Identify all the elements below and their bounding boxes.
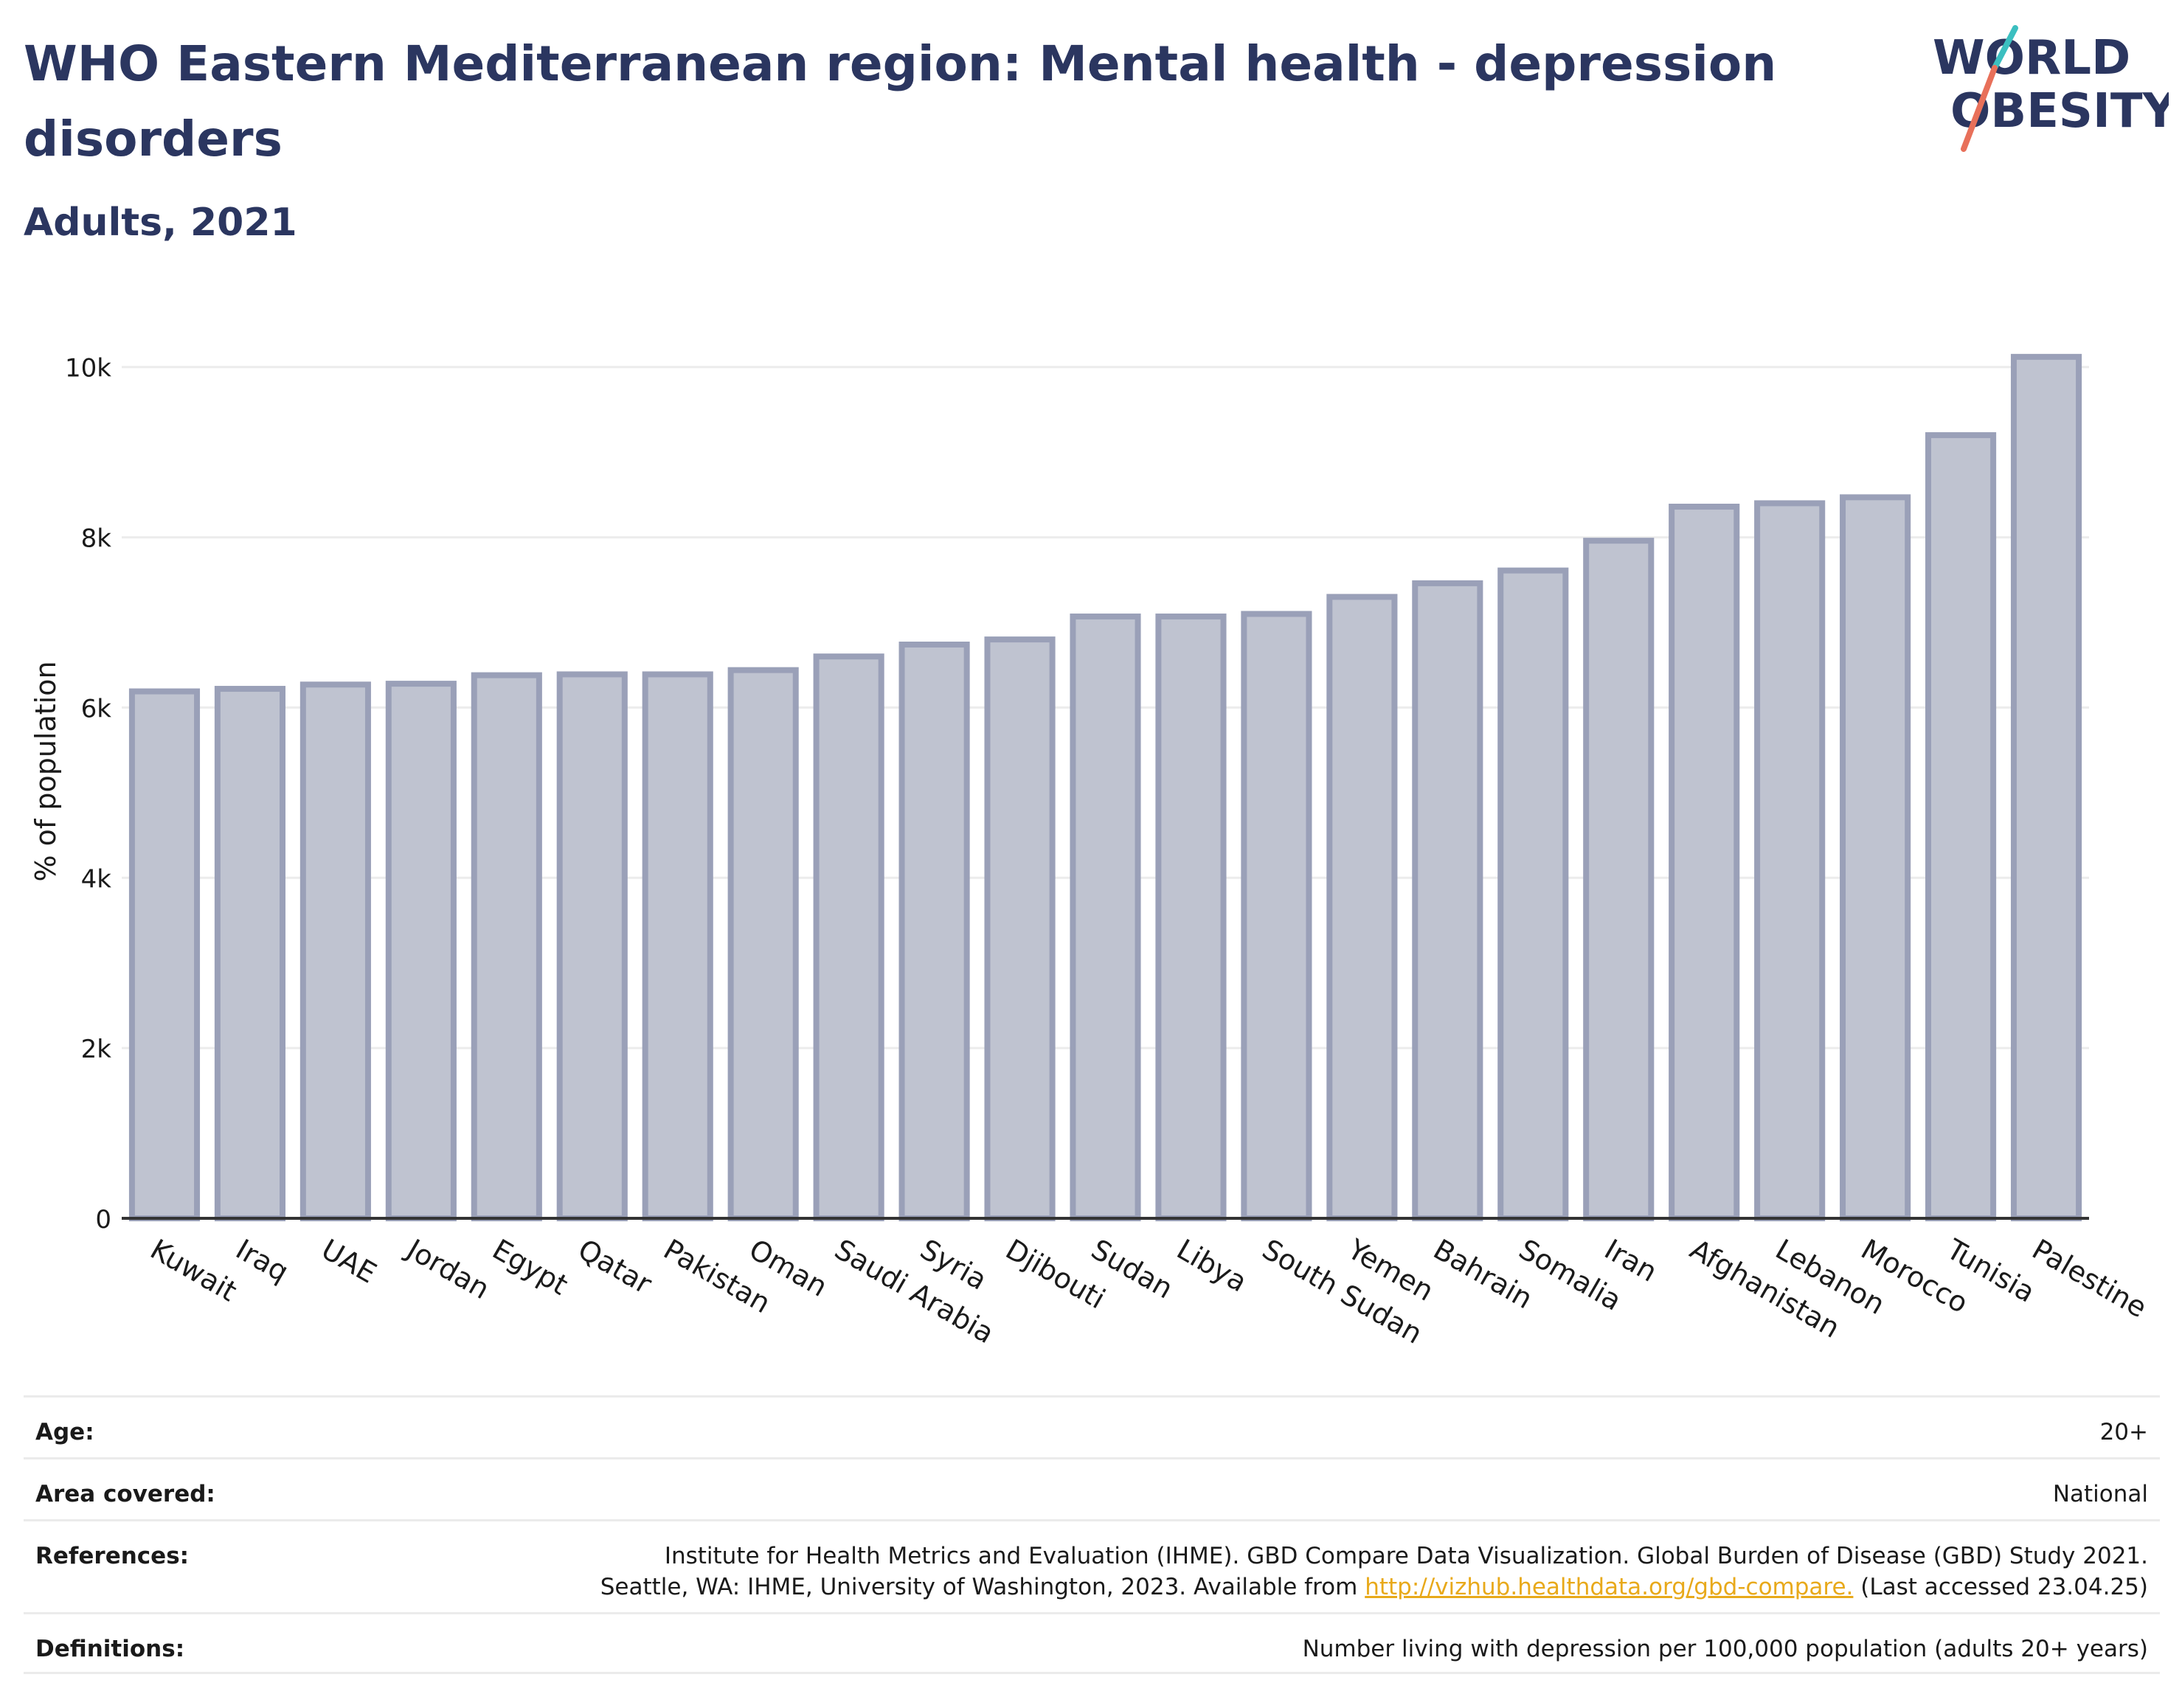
definitions-value: Number living with depression per 100,00… [1302, 1636, 2148, 1662]
area-label: Area covered: [35, 1481, 215, 1507]
page-title: WHO Eastern Mediterranean region: Mental… [24, 35, 1777, 167]
bar-iraq [214, 686, 285, 1221]
info-row-references: References: Institute for Health Metrics… [24, 1519, 2160, 1612]
bar-djibouti [984, 636, 1056, 1221]
bar-egypt [471, 672, 542, 1221]
bar-lebanon [1754, 500, 1826, 1221]
bar-afghanistan [1669, 504, 1740, 1221]
bar-uae [299, 681, 371, 1221]
bar-palestine [2010, 353, 2082, 1221]
area-value: National [2052, 1481, 2148, 1507]
bar-bahrain [1412, 580, 1483, 1221]
bar-oman [727, 667, 799, 1221]
references-line-2-prefix: Seattle, WA: IHME, University of Washing… [600, 1574, 1365, 1600]
references-line-1: Institute for Health Metrics and Evaluat… [664, 1543, 2148, 1569]
bar-yemen [1326, 594, 1398, 1221]
x-tick-label: Qatar [572, 1233, 657, 1301]
definitions-label: Definitions: [35, 1636, 185, 1662]
x-tick-label: Libya [1171, 1233, 1253, 1299]
y-tick-label: 6k [81, 694, 112, 723]
x-tick-label: Jordan [401, 1232, 495, 1306]
x-tick-label: Kuwait [145, 1233, 242, 1308]
bars [128, 353, 2082, 1221]
bar-qatar [556, 671, 628, 1221]
bar-libya [1155, 613, 1227, 1221]
logo-slash-coral-icon [1961, 65, 1998, 152]
references-label: References: [35, 1543, 190, 1569]
info-row-definitions: Definitions: Number living with depressi… [24, 1612, 2160, 1674]
y-tick-label: 4k [81, 864, 112, 894]
world-obesity-logo: WORLD OBESITY [1933, 25, 2169, 152]
y-tick-label: 10k [65, 354, 111, 383]
bar-south-sudan [1241, 611, 1312, 1221]
age-value: 20+ [2099, 1419, 2148, 1445]
x-tick-label: Bahrain [1428, 1233, 1538, 1316]
y-tick-label: 2k [81, 1035, 112, 1064]
y-axis-ticks: 0 2k 4k 6k 8k 10k [65, 354, 111, 1235]
info-row-age: Age: 20+ [24, 1395, 2160, 1457]
y-tick-label: 0 [95, 1205, 111, 1235]
logo-line-1: WORLD [1933, 31, 2130, 86]
logo-slash-teal-icon [1992, 25, 2018, 71]
bar-iran [1583, 538, 1655, 1221]
x-tick-label: Egypt [487, 1233, 573, 1302]
info-table: Age: 20+ Area covered: National Referenc… [24, 1395, 2160, 1674]
bar-jordan [385, 681, 457, 1221]
y-axis-label: % of population [30, 661, 62, 881]
bar-syria [898, 642, 970, 1221]
x-tick-label: Palestine [2027, 1233, 2152, 1325]
x-tick-label: UAE [316, 1233, 381, 1290]
y-tick-label: 8k [81, 524, 112, 554]
references-line-2-suffix: (Last accessed 23.04.25) [1853, 1574, 2148, 1600]
bar-saudi-arabia [813, 653, 884, 1221]
page-subtitle: Adults, 2021 [24, 201, 297, 245]
info-row-area: Area covered: National [24, 1457, 2160, 1519]
references-link[interactable]: http://vizhub.healthdata.org/gbd-compare… [1365, 1574, 1854, 1600]
bar-kuwait [128, 688, 201, 1221]
bar-pakistan [642, 671, 713, 1221]
bar-somalia [1497, 567, 1569, 1221]
bar-sudan [1070, 613, 1141, 1221]
references-value: Institute for Health Metrics and Evaluat… [600, 1541, 2148, 1603]
bar-morocco [1840, 494, 1911, 1221]
x-tick-label: Djibouti [1000, 1233, 1111, 1316]
bar-tunisia [1925, 432, 1997, 1221]
age-label: Age: [35, 1419, 94, 1445]
